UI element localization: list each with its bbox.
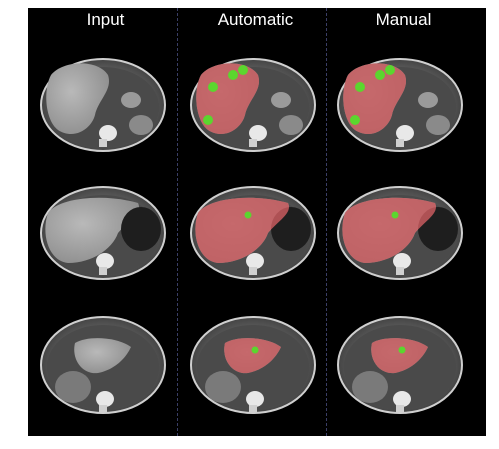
scan-grid bbox=[40, 58, 463, 414]
spine bbox=[99, 139, 107, 147]
stomach bbox=[121, 207, 161, 251]
spine bbox=[249, 125, 267, 141]
column-header-manual: Manual bbox=[375, 10, 432, 29]
spine bbox=[396, 405, 404, 413]
lesion-segmentation-overlay bbox=[251, 346, 259, 354]
lesion-segmentation-overlay bbox=[238, 65, 248, 75]
ct-slice bbox=[40, 58, 166, 152]
lesion-segmentation-overlay bbox=[350, 115, 360, 125]
lesion-segmentation-overlay bbox=[375, 70, 385, 80]
lesion-segmentation-overlay bbox=[398, 346, 406, 354]
ct-slice bbox=[190, 186, 316, 280]
kidney bbox=[418, 92, 438, 108]
kidney bbox=[279, 115, 303, 135]
ct-slice bbox=[40, 186, 166, 280]
liver-segmentation-overlay bbox=[342, 197, 436, 263]
liver-segmentation-overlay bbox=[343, 63, 407, 135]
liver-segmentation-overlay bbox=[224, 338, 281, 374]
column-header-input: Input bbox=[86, 10, 125, 29]
ct-slice bbox=[337, 58, 463, 152]
spine bbox=[96, 253, 114, 269]
liver-segmentation-overlay bbox=[196, 63, 260, 135]
column-divider bbox=[177, 8, 178, 436]
spine bbox=[96, 391, 114, 407]
heart bbox=[352, 371, 388, 403]
spine bbox=[249, 139, 257, 147]
liver bbox=[74, 338, 131, 374]
ct-slice bbox=[190, 58, 316, 152]
liver-segmentation-overlay bbox=[195, 197, 289, 263]
spine bbox=[246, 253, 264, 269]
ct-comparison-figure: Input Automatic Manual bbox=[28, 8, 486, 436]
liver bbox=[45, 197, 139, 263]
ct-slice bbox=[190, 316, 316, 414]
heart bbox=[205, 371, 241, 403]
column-divider bbox=[326, 8, 327, 436]
spine bbox=[99, 125, 117, 141]
lesion-segmentation-overlay bbox=[203, 115, 213, 125]
ct-slice bbox=[40, 316, 166, 414]
spine bbox=[246, 391, 264, 407]
lesion-segmentation-overlay bbox=[244, 211, 252, 219]
kidney bbox=[426, 115, 450, 135]
liver bbox=[46, 63, 110, 135]
spine bbox=[99, 267, 107, 275]
spine bbox=[393, 391, 411, 407]
spine bbox=[396, 267, 404, 275]
lesion-segmentation-overlay bbox=[385, 65, 395, 75]
kidney bbox=[129, 115, 153, 135]
lesion-segmentation-overlay bbox=[355, 82, 365, 92]
kidney bbox=[271, 92, 291, 108]
lesion-segmentation-overlay bbox=[228, 70, 238, 80]
liver-segmentation-overlay bbox=[371, 338, 428, 374]
lesion-segmentation-overlay bbox=[208, 82, 218, 92]
spine bbox=[396, 139, 404, 147]
column-header-automatic: Automatic bbox=[217, 10, 294, 29]
spine bbox=[396, 125, 414, 141]
spine bbox=[393, 253, 411, 269]
kidney bbox=[121, 92, 141, 108]
spine bbox=[249, 267, 257, 275]
heart bbox=[55, 371, 91, 403]
ct-slice bbox=[337, 186, 463, 280]
lesion-segmentation-overlay bbox=[391, 211, 399, 219]
ct-slice bbox=[337, 316, 463, 414]
spine bbox=[249, 405, 257, 413]
spine bbox=[99, 405, 107, 413]
